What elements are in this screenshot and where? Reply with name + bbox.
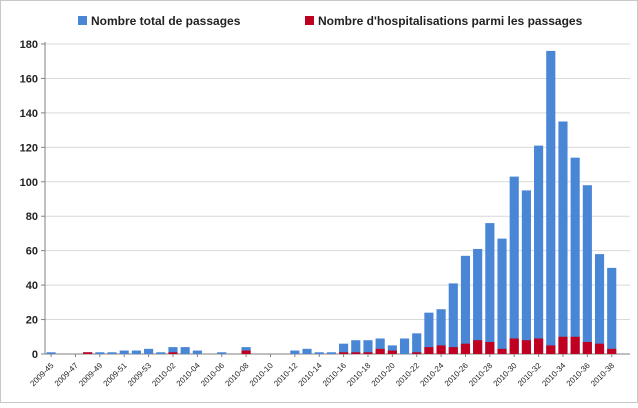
y-tick-label: 160 — [20, 73, 38, 85]
y-tick-label: 120 — [20, 142, 38, 154]
bar-total — [546, 50, 556, 355]
bar-hospitalisations — [473, 340, 483, 354]
bar-total — [473, 248, 483, 354]
bar-hospitalisations — [168, 352, 178, 354]
bar-total — [119, 350, 129, 354]
bar-total — [485, 223, 495, 354]
bar-hospitalisations — [448, 347, 458, 354]
legend-label-hosp: Nombre d'hospitalisations parmi les pass… — [318, 14, 583, 28]
bar-hospitalisations — [485, 341, 495, 354]
y-tick-label: 40 — [26, 280, 38, 292]
bar-hospitalisations — [607, 348, 617, 354]
bar-total — [387, 345, 397, 354]
legend: Nombre total de passages Nombre d'hospit… — [78, 14, 583, 28]
bar-hospitalisations — [241, 350, 251, 354]
bar-hospitalisations — [546, 345, 556, 354]
bar-total — [131, 350, 141, 354]
bars — [46, 50, 617, 355]
bar-hospitalisations — [534, 338, 544, 354]
bar-total — [424, 312, 434, 354]
y-tick-label: 60 — [26, 246, 38, 258]
bar-total — [375, 338, 385, 354]
bar-total — [582, 185, 592, 354]
bar-hospitalisations — [570, 336, 580, 354]
legend-swatch-hosp — [305, 16, 314, 25]
legend-label-total: Nombre total de passages — [91, 14, 241, 28]
y-tick-label: 180 — [20, 39, 38, 51]
bar-hospitalisations — [387, 350, 397, 354]
bar-total — [144, 348, 154, 354]
bar-hospitalisations — [582, 341, 592, 354]
bar-total — [509, 176, 519, 354]
bar-total — [558, 121, 568, 354]
bar-hospitalisations — [521, 340, 531, 354]
bar-total — [351, 340, 361, 354]
y-tick-label: 100 — [20, 177, 38, 189]
bar-total — [412, 333, 422, 354]
bar-hospitalisations — [558, 336, 568, 354]
bar-total — [156, 352, 166, 354]
bar-total — [180, 347, 190, 354]
bar-hospitalisations — [375, 348, 385, 354]
y-tick-label: 0 — [32, 349, 38, 361]
bar-total — [339, 343, 349, 354]
bar-hospitalisations — [509, 338, 519, 354]
bar-hospitalisations — [424, 347, 434, 354]
bar-total — [497, 238, 507, 354]
bar-hospitalisations — [363, 352, 373, 354]
bar-total — [363, 340, 373, 354]
bar-hospitalisations — [594, 343, 605, 354]
bar-hospitalisations — [351, 352, 361, 354]
bar-hospitalisations — [436, 345, 446, 354]
bar-total — [607, 267, 617, 354]
bar-total — [521, 190, 531, 354]
bar-hospitalisations — [339, 352, 349, 354]
bar-total — [570, 157, 580, 354]
bar-total — [460, 255, 471, 354]
bar-total — [302, 348, 312, 354]
bar-total — [399, 338, 410, 354]
bar-hospitalisations — [460, 343, 471, 354]
bar-total — [46, 352, 56, 354]
grid — [45, 43, 630, 321]
legend-swatch-total — [78, 16, 87, 25]
y-tick-label: 20 — [26, 315, 38, 327]
bar-total — [534, 145, 544, 354]
y-tick-label: 80 — [26, 211, 38, 223]
bar-total — [326, 352, 336, 354]
bar-total — [95, 352, 105, 354]
y-tick-label: 140 — [20, 108, 38, 120]
bar-total — [436, 309, 446, 354]
bar-total — [290, 350, 300, 354]
bar-hospitalisations — [497, 348, 507, 354]
bar-hospitalisations — [83, 352, 93, 354]
bar-total — [168, 347, 178, 354]
axes — [41, 42, 630, 357]
bar-total — [107, 352, 117, 354]
bar-total — [314, 352, 324, 354]
bar-total — [594, 254, 605, 354]
bar-total — [448, 283, 458, 354]
bar-total — [217, 352, 227, 354]
bar-total — [192, 350, 202, 354]
bar-hospitalisations — [412, 352, 422, 354]
